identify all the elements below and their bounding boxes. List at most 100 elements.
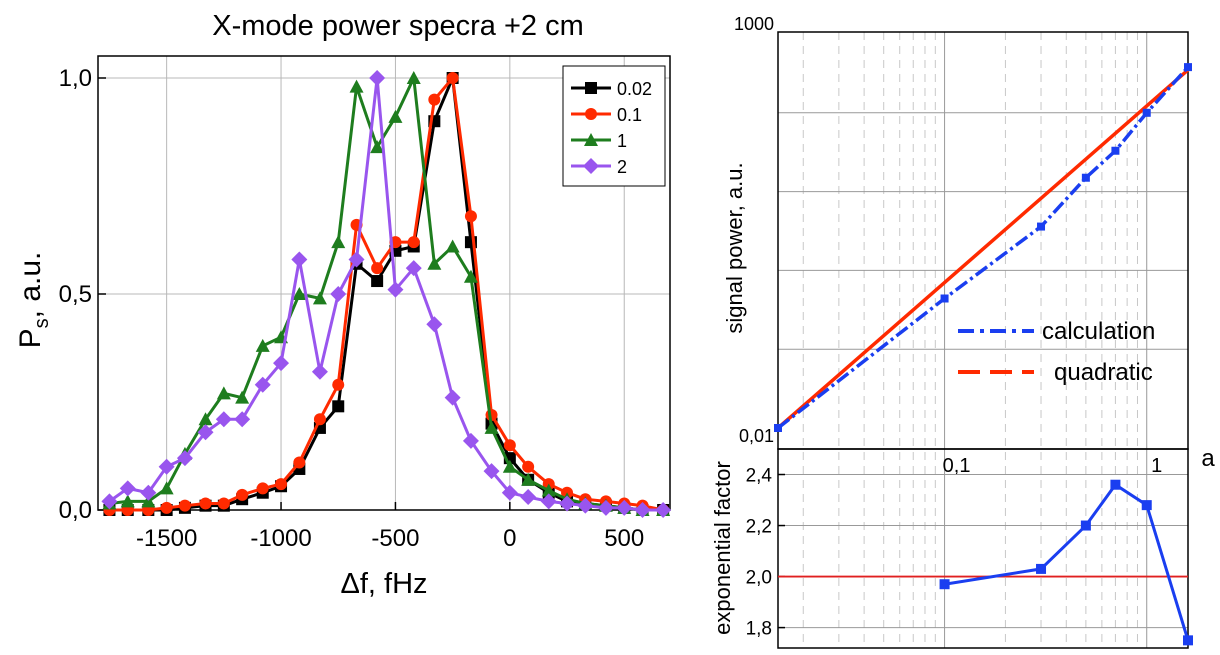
data-point-2: [119, 480, 136, 497]
data-point-0.1: [446, 72, 459, 84]
data-point-exponential-factor: [939, 579, 950, 590]
data-point-0.1: [464, 210, 477, 223]
data-point-1: [388, 109, 403, 123]
data-point-0.02: [332, 400, 345, 413]
plot-frame: [777, 31, 1189, 450]
data-point-exponential-factor: [1080, 520, 1091, 531]
data-point-0.1: [275, 478, 288, 491]
x-tick-label: -1500: [136, 525, 197, 552]
data-point-2: [655, 502, 672, 518]
data-point-1: [292, 287, 307, 300]
data-point-1: [541, 483, 556, 497]
x-axis-label: a: [1201, 445, 1215, 472]
legend-label-1: 1: [617, 131, 627, 151]
data-point-2: [597, 499, 614, 516]
data-point-1: [255, 338, 270, 352]
legend-marker-2: [583, 158, 599, 174]
data-point-2: [158, 458, 175, 475]
data-point-0.02: [503, 452, 516, 465]
legend-label-calculation: calculation: [1042, 318, 1155, 345]
data-point-0.1: [313, 413, 326, 426]
data-point-1: [445, 239, 460, 253]
x-tick-label: -1000: [250, 525, 311, 552]
y-axis-label: Ps, a.u.: [14, 252, 53, 349]
y-tick-label: 2,0: [746, 568, 772, 589]
chart-title: X-mode power specra +2 cm: [212, 10, 584, 42]
data-point-2: [273, 355, 290, 372]
data-point-0.02: [389, 244, 402, 257]
y-axis-label: signal power, a.u.: [722, 162, 747, 333]
data-point-1: [235, 390, 250, 404]
data-point-1: [331, 235, 346, 249]
data-point-1: [312, 291, 327, 305]
data-point-0.02: [371, 275, 384, 288]
data-point-2: [405, 260, 422, 277]
data-point-1: [427, 256, 442, 270]
data-point-2: [330, 286, 347, 302]
y-tick-label: 1,0: [59, 65, 92, 92]
data-point-2: [387, 281, 404, 298]
data-point-2: [291, 251, 308, 268]
data-point-calculation: [1037, 222, 1046, 231]
legend-label-2: 2: [617, 157, 627, 177]
data-point-2: [426, 316, 443, 333]
data-point-1: [370, 140, 385, 154]
data-point-exponential-factor: [1036, 563, 1047, 574]
data-point-1: [406, 71, 421, 84]
legend-label-quadratic: quadratic: [1054, 359, 1153, 386]
x-tick-label: 0,1: [943, 455, 971, 477]
data-point-2: [483, 463, 500, 480]
plot-frame: [97, 55, 671, 511]
data-point-0.1: [160, 501, 173, 514]
x-axis-label: Δf, fHz: [340, 568, 427, 600]
series-line-exponential-factor: [944, 482, 1190, 641]
data-point-2: [501, 484, 518, 501]
data-point-0.1: [407, 236, 420, 249]
data-point-exponential-factor: [1141, 500, 1152, 511]
data-point-calculation: [1081, 173, 1090, 182]
y-tick-label: 0,0: [59, 497, 92, 524]
data-point-0.1: [199, 497, 212, 510]
legend-marker-0.02: [585, 82, 597, 94]
data-point-1: [120, 494, 135, 508]
y-tick-label: 1000: [734, 14, 774, 34]
legend-label-0.1: 0.1: [617, 105, 642, 125]
data-point-2: [444, 389, 461, 406]
legend-marker-0.1: [585, 108, 597, 120]
data-point-0.1: [522, 460, 535, 473]
data-point-2: [176, 450, 193, 467]
y-axis-label: exponential factor: [710, 461, 735, 635]
data-point-2: [462, 432, 479, 449]
data-point-0.1: [256, 482, 269, 495]
y-tick-label: 0,01: [739, 426, 774, 446]
data-point-0.1: [236, 488, 249, 501]
data-point-calculation: [1142, 108, 1151, 117]
data-point-0.1: [371, 262, 384, 275]
data-point-1: [484, 420, 499, 434]
data-point-0.1: [217, 497, 230, 510]
x-tick-label: -500: [371, 525, 419, 552]
series-line-quadratic: [776, 68, 1190, 430]
y-tick-label: 0,5: [59, 281, 92, 308]
x-tick-label: 1: [1151, 455, 1162, 477]
y-tick-label: 2,4: [746, 466, 773, 487]
data-point-1: [159, 481, 174, 495]
data-point-exponential-factor: [1183, 635, 1193, 646]
x-tick-label: 0: [503, 525, 516, 552]
data-point-2: [369, 70, 386, 86]
data-point-1: [463, 269, 478, 283]
data-point-2: [101, 493, 118, 510]
data-point-0.1: [293, 456, 306, 469]
data-point-1: [521, 472, 536, 486]
data-point-1: [141, 494, 156, 508]
data-point-exponential-factor: [1110, 479, 1121, 490]
data-point-2: [520, 489, 537, 506]
legend-label-0.02: 0.02: [617, 79, 652, 99]
y-tick-label: 1,8: [746, 619, 772, 640]
data-point-2: [348, 251, 365, 268]
data-point-2: [234, 411, 251, 428]
data-point-2: [616, 499, 633, 516]
data-point-0.1: [503, 439, 516, 452]
data-point-2: [577, 497, 594, 514]
